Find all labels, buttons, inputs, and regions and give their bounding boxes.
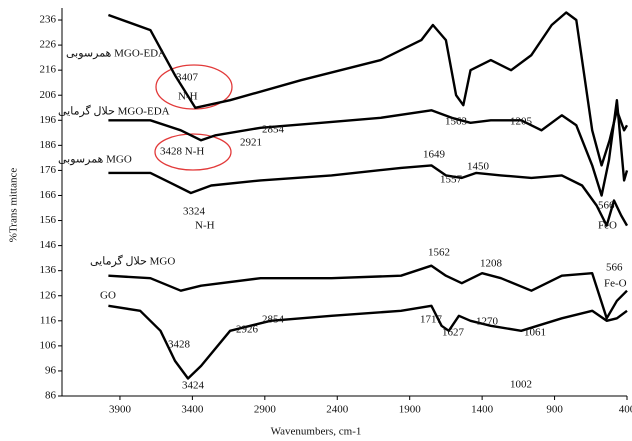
x-tick-label: 900 xyxy=(546,404,563,416)
peak-annotation: 1562 xyxy=(428,247,450,259)
spectrum-line xyxy=(108,99,629,197)
y-tick-label: 116 xyxy=(40,314,57,326)
series-label: همرسوبی MGO xyxy=(58,154,132,166)
peak-annotation: 1270 xyxy=(476,316,499,328)
x-tick-label: 2900 xyxy=(254,404,277,416)
x-axis-title: Wavenumbers, cm-1 xyxy=(271,426,362,438)
y-tick-label: 226 xyxy=(40,39,57,51)
x-tick-label: 1400 xyxy=(471,404,494,416)
spectrum-line xyxy=(108,304,628,380)
peak-annotation: N-H xyxy=(195,220,215,232)
y-tick-label: 176 xyxy=(40,164,57,176)
highlight-ellipse xyxy=(155,64,233,110)
peak-annotation: 3324 xyxy=(183,206,206,218)
peak-annotation: FeO xyxy=(598,220,617,232)
spectrum-line xyxy=(108,164,629,227)
x-tick-label: 400 xyxy=(619,404,632,416)
x-tick-label: 1900 xyxy=(399,404,422,416)
peak-annotation: 1563 xyxy=(445,116,468,128)
y-tick-label: 196 xyxy=(40,114,57,126)
y-axis-title: %Trans mittance xyxy=(8,168,20,243)
series-label: حلال گرمایی MGO-EDA xyxy=(58,105,170,118)
y-tick-label: 136 xyxy=(40,264,57,276)
peak-annotation: 1002 xyxy=(510,379,532,391)
x-tick-label: 2400 xyxy=(326,404,349,416)
series-label: GO xyxy=(100,290,116,302)
peak-annotation: 2926 xyxy=(236,324,259,336)
y-tick-label: 216 xyxy=(40,64,57,76)
y-tick-label: 106 xyxy=(40,339,57,351)
peak-annotation: 1450 xyxy=(467,161,490,173)
y-tick-label: 156 xyxy=(40,214,57,226)
peak-annotation: 1649 xyxy=(423,149,446,161)
spectrum-line xyxy=(107,11,629,167)
y-tick-label: 86 xyxy=(45,390,57,402)
y-tick-label: 236 xyxy=(40,14,57,26)
peak-annotation: 1208 xyxy=(480,258,503,270)
y-tick-label: 186 xyxy=(40,139,57,151)
y-tick-label: 126 xyxy=(40,289,57,301)
peak-annotation: 3428 xyxy=(168,339,191,351)
peak-annotation: 2854 xyxy=(262,314,285,326)
peak-annotation: 3407 xyxy=(176,72,199,84)
peak-annotation: 1205 xyxy=(510,116,533,128)
peak-annotation: 2921 xyxy=(240,137,262,149)
highlight-ellipse xyxy=(154,133,232,171)
peak-annotation: 1061 xyxy=(524,327,546,339)
y-tick-label: 96 xyxy=(45,364,57,376)
x-tick-label: 3400 xyxy=(181,404,204,416)
spectrum-line xyxy=(108,264,628,320)
peak-annotation: 1557 xyxy=(440,174,463,186)
peak-annotation: 566 xyxy=(598,200,615,212)
peak-annotation: Fe-O xyxy=(604,278,627,290)
series-label: همرسوبی MGO-EDA xyxy=(66,48,166,60)
peak-annotation: 3424 xyxy=(182,380,205,392)
y-tick-label: 166 xyxy=(40,189,57,201)
y-tick-label: 206 xyxy=(40,89,57,101)
peak-annotation: N-H xyxy=(178,91,198,103)
peak-annotation: 1627 xyxy=(442,327,465,339)
y-tick-label: 146 xyxy=(40,239,57,251)
peak-annotation: 1717 xyxy=(420,314,443,326)
peak-annotation: 566 xyxy=(606,262,623,274)
peak-annotation: 3428 N-H xyxy=(160,146,204,158)
series-label: حلال گرمایی MGO xyxy=(90,255,175,268)
peak-annotation: 2854 xyxy=(262,124,285,136)
x-tick-label: 3900 xyxy=(109,404,132,416)
